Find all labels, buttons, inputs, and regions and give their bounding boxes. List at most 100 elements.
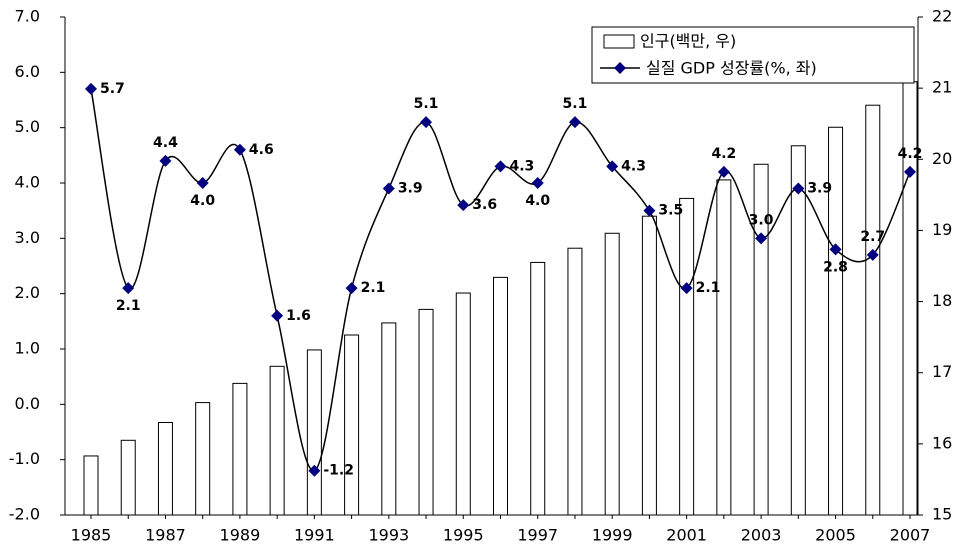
- data-label: 2.8: [823, 259, 848, 275]
- y-tick-label: 5.0: [15, 117, 40, 136]
- y-tick-label: 0.0: [15, 394, 40, 413]
- data-label: 3.5: [658, 203, 683, 219]
- y-tick-label: 1.0: [15, 339, 40, 358]
- y2-tick-label: 20: [932, 149, 952, 168]
- bar: [790, 145, 806, 516]
- bar: [530, 261, 546, 516]
- bar: [493, 276, 508, 516]
- data-label: 4.6: [249, 142, 274, 158]
- bar: [120, 439, 136, 516]
- marker: [382, 182, 395, 195]
- marker: [904, 165, 916, 178]
- legend-swatch: [603, 34, 635, 49]
- bar: [567, 247, 583, 516]
- data-label: 3.9: [398, 181, 423, 197]
- x-tick-label: 2001: [666, 526, 707, 545]
- y2-tick-label: 22: [932, 7, 952, 26]
- data-label: 4.0: [525, 193, 550, 209]
- data-label: 2.1: [696, 280, 721, 296]
- data-label: 3.9: [807, 181, 832, 197]
- bar: [753, 163, 769, 516]
- marker: [420, 116, 433, 129]
- y-tick-label: 4.0: [15, 173, 40, 192]
- marker: [866, 248, 879, 261]
- y-tick-label: 7.0: [15, 7, 40, 26]
- y-tick-label: -2.0: [9, 505, 40, 524]
- bar: [418, 308, 434, 516]
- marker: [345, 282, 358, 295]
- marker: [85, 82, 97, 95]
- y-tick-label: 3.0: [15, 228, 40, 247]
- x-tick-label: 1989: [220, 526, 261, 545]
- marker: [457, 199, 470, 212]
- marker: [606, 160, 619, 173]
- x-tick-label: 1993: [368, 526, 409, 545]
- data-label: 5.7: [100, 81, 125, 97]
- marker: [717, 165, 730, 178]
- legend-label: 실질 GDP 성장률(%, 좌): [646, 59, 817, 78]
- marker: [159, 154, 172, 167]
- data-label: 1.6: [286, 308, 311, 324]
- data-label: 4.2: [711, 146, 736, 162]
- data-label: 2.7: [860, 229, 885, 245]
- legend-box: [591, 26, 915, 84]
- x-tick-label: 2005: [815, 526, 856, 545]
- y-tick-label: 2.0: [15, 283, 40, 302]
- marker: [755, 232, 768, 245]
- x-tick-label: 1995: [443, 526, 484, 545]
- bar: [865, 104, 881, 516]
- data-label: 2.1: [361, 280, 386, 296]
- data-label: 4.0: [190, 193, 215, 209]
- bar: [157, 422, 173, 516]
- bar: [269, 365, 285, 516]
- bar: [306, 349, 322, 516]
- y2-tick-label: 16: [932, 433, 952, 452]
- marker: [568, 116, 581, 129]
- data-label: 5.1: [414, 96, 439, 112]
- bar: [828, 126, 844, 516]
- y-tick-label: 6.0: [15, 62, 40, 81]
- x-tick-label: 2007: [890, 526, 931, 545]
- marker: [643, 204, 656, 217]
- data-label: 4.3: [510, 158, 535, 174]
- x-tick-label: 2003: [741, 526, 782, 545]
- marker: [792, 182, 805, 195]
- marker: [196, 177, 209, 189]
- marker: [122, 282, 135, 295]
- marker: [233, 143, 246, 156]
- data-label: -1.2: [323, 463, 354, 479]
- x-tick-label: 1987: [145, 526, 186, 545]
- marker: [829, 243, 842, 256]
- x-tick-label: 1997: [517, 526, 558, 545]
- marker: [308, 464, 321, 477]
- bar: [344, 334, 360, 516]
- data-label: 4.3: [621, 158, 646, 174]
- bar: [679, 197, 695, 516]
- bar: [604, 232, 620, 516]
- data-label: 4.2: [898, 146, 923, 162]
- data-label: 2.1: [116, 298, 141, 314]
- bar: [195, 402, 211, 516]
- legend-label: 인구(백만, 우): [640, 32, 736, 51]
- data-label: 4.4: [153, 135, 178, 151]
- data-label: 3.0: [749, 212, 774, 228]
- bar: [381, 322, 397, 516]
- x-tick-label: 1999: [592, 526, 633, 545]
- y-tick-label: -1.0: [9, 449, 40, 468]
- bar: [83, 455, 99, 516]
- marker: [271, 309, 284, 322]
- marker: [531, 177, 544, 189]
- y2-tick-label: 19: [932, 220, 952, 239]
- bar: [641, 215, 657, 516]
- x-tick-label: 1985: [71, 526, 112, 545]
- y2-tick-label: 15: [932, 505, 952, 524]
- bar: [232, 382, 248, 516]
- data-label: 5.1: [563, 96, 588, 112]
- x-tick-label: 1991: [294, 526, 335, 545]
- y2-tick-label: 17: [932, 362, 952, 381]
- bar: [716, 179, 732, 516]
- legend-swatch: [614, 62, 626, 74]
- y2-tick-label: 18: [932, 291, 952, 310]
- data-label: 3.6: [472, 197, 497, 213]
